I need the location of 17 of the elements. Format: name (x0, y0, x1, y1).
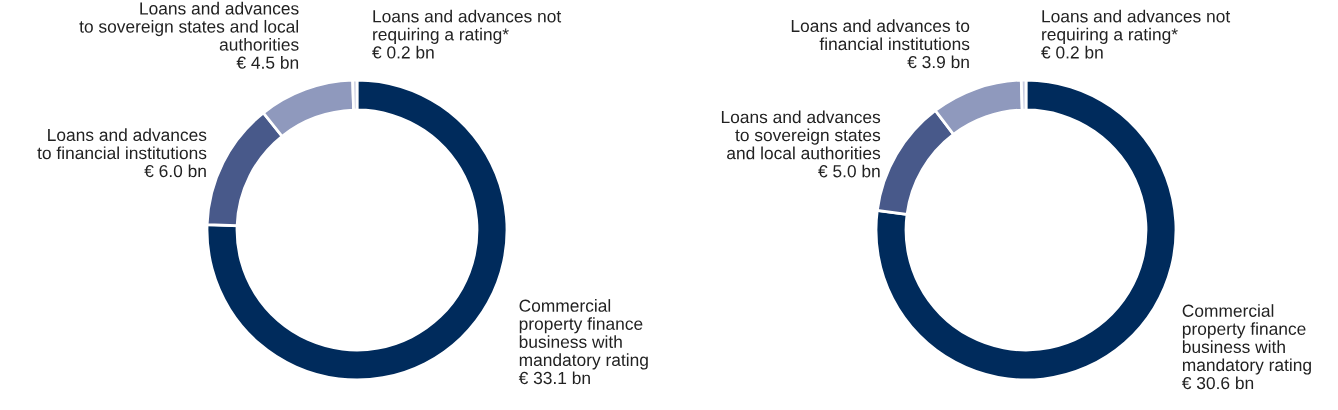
slice-label: Loans and advances not requiring a rating* (373, 9, 562, 44)
slice-label: Loans and advances to sovereign states and local authorities (79, 1, 299, 51)
slice-label: Loans and advances not requiring a rating* (1042, 9, 1231, 44)
data-label: € 3.9 bn (907, 55, 969, 69)
slice-label: Loans and advances to financial institutions (37, 128, 207, 160)
data-label: € 0.2 bn (1041, 45, 1103, 59)
data-label: € 5.0 bn (818, 164, 880, 178)
donut-slice (205, 78, 509, 382)
slice-label: Commercial property finance business with mandatory rating (1182, 304, 1311, 375)
data-label: € 33.1 bn (518, 371, 590, 385)
data-label: € 6.0 bn (144, 164, 206, 178)
data-label: € 0.2 bn (372, 45, 434, 59)
slice-label: Loans and advances to sovereign states and local authorities (721, 110, 881, 160)
slice-label: Commercial property finance business with mandatory rating (519, 299, 648, 370)
slice-label: Loans and advances to financial institutions (791, 19, 970, 51)
data-label: € 4.5 bn (236, 56, 299, 69)
data-label: € 30.6 bn (1181, 376, 1254, 390)
